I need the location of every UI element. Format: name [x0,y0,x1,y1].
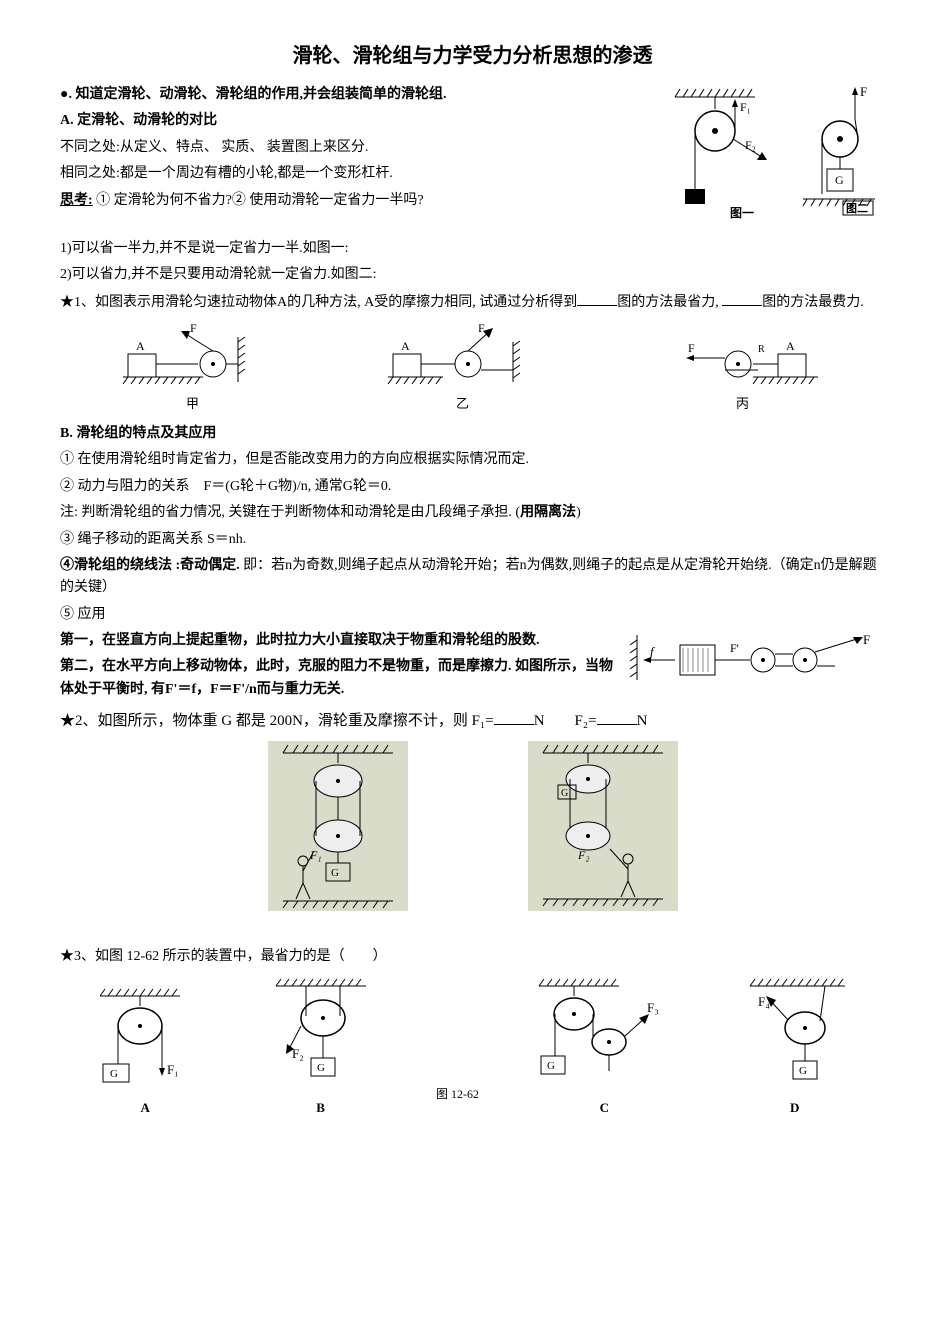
horiz-label-f: f [650,644,656,659]
q1-blank2[interactable] [722,291,762,306]
q3c-f3: F₃ [647,1000,659,1015]
q1c-label-f: F [688,341,695,355]
label-g: G [835,173,844,187]
question-2: ★2、如图所示，物体重 G 都是 200N，滑轮重及摩擦不计，则 F₁= N F₂… [60,709,885,733]
sb-p4: ③ 绳子移动的距离关系 S＝nh. [60,529,885,551]
sb-p3-pre: 注: 判断滑轮组的省力情况, 关键在于判断物体和动滑轮是由几段绳子承担. ( [60,505,520,520]
sb-p5: ④滑轮组的绕线法 :奇动偶定. 即：若n为奇数,则绳子起点从动滑轮开始；若n为偶… [60,555,885,600]
q3b-f2: F₂ [292,1046,304,1061]
q1-fig-bing: A F R [658,322,828,392]
fig2-caption: 图二 [846,202,868,215]
think-text: ① 定滑轮为何不省力?② 使用动滑轮一定省力一半吗? [96,193,423,208]
q1-figures: A F 甲 A F [60,322,885,415]
app2-b: 有F'＝f，F＝F'/n而与重力无关. [151,682,344,697]
fig1-caption: 图一 [730,206,754,220]
question-1: ★1、如图表示用滑轮匀速拉动物体A的几种方法, A受的摩擦力相同, 试通过分析得… [60,291,885,314]
q3-figures: G F₁ A F₂ G B 图 12-62 [60,976,885,1119]
label-f2: F₂ [745,138,756,152]
q2-figures: G F₁ G F₂ [60,741,885,911]
horizontal-pulley-figure: f F' F [625,630,885,690]
q2r-label-g: G [561,788,568,799]
think-label: 思考: [60,193,93,208]
horiz-label-f1: F' [730,641,739,655]
q1-fig-jia: A F [118,322,268,392]
horiz-label-bigf: F [863,632,870,647]
q3-label-b: B [256,1098,386,1119]
q2-fig-right: G F₂ [528,741,678,911]
q3-fig-b: F₂ G [256,976,386,1096]
sb-p3: 注: 判断滑轮组的省力情况, 关键在于判断物体和动滑轮是由几段绳子承担. (用隔… [60,502,885,524]
q2-blank1[interactable] [494,709,534,725]
q3-fig-c: G F₃ [529,976,679,1096]
q3-fig-a: G F₁ [85,986,205,1096]
q3-label-d: D [730,1098,860,1119]
q1c-label-a: A [786,339,795,353]
q1-label-yi: 乙 [383,394,543,415]
section-b-heading: B. 滑轮组的特点及其应用 [60,423,885,445]
answer-2: 2)可以省力,并不是只要用动滑轮就一定省力.如图二: [60,264,885,286]
q1-pre: ★1、如图表示用滑轮匀速拉动物体A的几种方法, A受的摩擦力相同, 试通过分析得… [60,295,577,310]
q3a-f1: F₁ [167,1062,179,1077]
q3c-g: G [547,1060,555,1072]
q1-label-jia: 甲 [118,394,268,415]
top-right-figures: F₁ F₂ 图一 F G [665,84,885,234]
label-f: F [860,84,867,99]
sb-p5-bold: ④滑轮组的绕线法 :奇动偶定. [60,558,240,573]
q3a-g: G [110,1068,118,1080]
sb-p3-bold: 用隔离法 [520,505,576,520]
q3b-g: G [317,1062,325,1074]
sb-p3-post: ) [576,505,581,520]
q1a-label-a: A [136,339,145,353]
label-f1: F₁ [740,100,751,114]
q1-post: 图的方法最费力. [762,295,864,310]
q1-label-bing: 丙 [658,394,828,415]
q1-fig-yi: A F [383,322,543,392]
q2l-label-g: G [331,867,339,879]
question-3: ★3、如图 12-62 所示的装置中，最省力的是（ ） [60,946,885,968]
q3-caption: 图 12-62 [436,1085,479,1104]
q3-label-a: A [85,1098,205,1119]
q1a-label-f: F [190,322,197,335]
page-title: 滑轮、滑轮组与力学受力分析思想的渗透 [60,40,885,72]
q3d-g: G [799,1065,807,1077]
q1-blank1[interactable] [577,291,617,306]
fixed-movable-pulley-diagram: F₁ F₂ 图一 F G [665,84,885,234]
q1c-label-r: R [758,344,765,355]
q2l-label-f1: F₁ [309,848,322,862]
q2r-label-f2: F₂ [577,848,590,862]
sb-p6: ⑤ 应用 [60,604,885,626]
q2-text-a: ★2、如图所示，物体重 G 都是 200N，滑轮重及摩擦不计，则 F₁= [60,713,494,729]
q2-fig-left: G F₁ [268,741,408,911]
q3d-f4: F₄ [758,994,770,1009]
q1-mid: 图的方法最省力, [617,295,722,310]
q2-blank2[interactable] [597,709,637,725]
horiz-pulley-svg: f F' F [625,630,885,690]
q1b-label-a: A [401,339,410,353]
q2-text-c: N [637,713,648,729]
answer-1: 1)可以省一半力,并不是说一定省力一半.如图一: [60,238,885,260]
sb-p2: ② 动力与阻力的关系 F＝(G轮＋G物)/n, 通常G轮＝0. [60,476,885,498]
sb-p1: ① 在使用滑轮组时肯定省力，但是否能改变用力的方向应根据实际情况而定. [60,449,885,471]
q3-label-c: C [529,1098,679,1119]
q1b-label-f: F [478,322,485,335]
q3-fig-d: F₄ G [730,976,860,1096]
q2-text-b: N F₂= [534,713,597,729]
